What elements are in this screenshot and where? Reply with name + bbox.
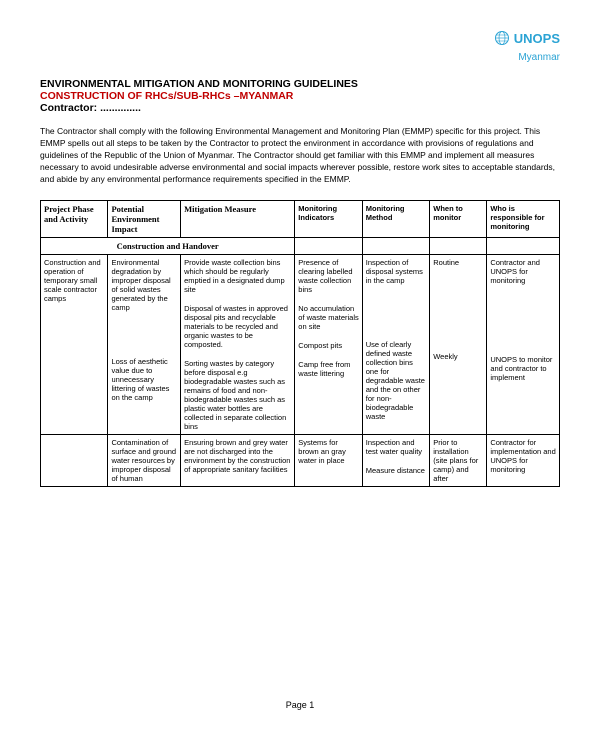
- doc-title-1: ENVIRONMENTAL MITIGATION AND MONITORING …: [40, 78, 560, 90]
- emmp-table: Project Phase and Activity Potential Env…: [40, 200, 560, 487]
- cell-phase: [41, 435, 108, 487]
- intro-paragraph: The Contractor shall comply with the fol…: [40, 126, 560, 185]
- logo-block: UNOPS Myanmar: [40, 30, 560, 63]
- table-row: Construction and operation of temporary …: [41, 255, 560, 435]
- cell-indicators: Systems for brown an gray water in place: [295, 435, 362, 487]
- doc-title-2: CONSTRUCTION OF RHCs/SUB-RHCs –MYANMAR: [40, 90, 560, 102]
- section-header-row: Construction and Handover: [41, 238, 560, 255]
- col-indicators: Monitoring Indicators: [295, 201, 362, 238]
- cell-impact: Contamination of surface and ground wate…: [108, 435, 181, 487]
- cell-when: Routine Weekly: [430, 255, 487, 435]
- cell-mitigation: Ensuring brown and grey water are not di…: [181, 435, 295, 487]
- logo: UNOPS: [494, 30, 560, 46]
- contractor-line: Contractor: ..............: [40, 102, 560, 114]
- table-row: Contamination of surface and ground wate…: [41, 435, 560, 487]
- logo-text: UNOPS: [514, 31, 560, 46]
- col-mitigation: Mitigation Measure: [181, 201, 295, 238]
- cell-who: Contractor for implementation and UNOPS …: [487, 435, 560, 487]
- cell-indicators: Presence of clearing labelled waste coll…: [295, 255, 362, 435]
- col-when: When to monitor: [430, 201, 487, 238]
- table-header-row: Project Phase and Activity Potential Env…: [41, 201, 560, 238]
- cell-mitigation: Provide waste collection bins which shou…: [181, 255, 295, 435]
- cell-method: Inspection of disposal systems in the ca…: [362, 255, 429, 435]
- cell-phase: Construction and operation of temporary …: [41, 255, 108, 435]
- col-phase: Project Phase and Activity: [41, 201, 108, 238]
- cell-when: Prior to installation (site plans for ca…: [430, 435, 487, 487]
- logo-subtitle: Myanmar: [40, 52, 560, 63]
- section-title: Construction and Handover: [41, 238, 295, 255]
- cell-who: Contractor and UNOPS for monitoring UNOP…: [487, 255, 560, 435]
- cell-method: Inspection and test water quality Measur…: [362, 435, 429, 487]
- col-who: Who is responsible for monitoring: [487, 201, 560, 238]
- col-impact: Potential Environment Impact: [108, 201, 181, 238]
- cell-impact: Environmental degradation by improper di…: [108, 255, 181, 435]
- col-method: Monitoring Method: [362, 201, 429, 238]
- globe-icon: [494, 30, 510, 46]
- page-number: Page 1: [0, 700, 600, 710]
- title-block: ENVIRONMENTAL MITIGATION AND MONITORING …: [40, 78, 560, 114]
